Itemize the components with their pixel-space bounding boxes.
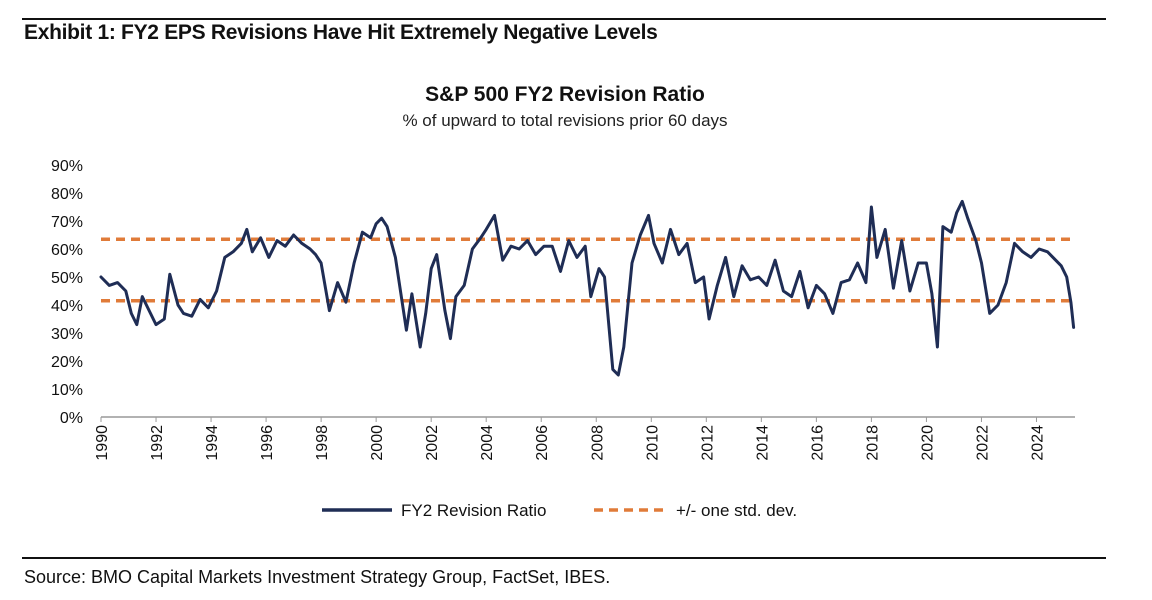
y-tick-label: 30% <box>51 326 83 343</box>
y-axis: 0% 10% 20% 30% 40% 50% 60% 70% 80% 90% <box>51 158 83 427</box>
x-tick-label: 2004 <box>479 425 496 461</box>
x-tick-label: 2016 <box>809 425 826 461</box>
x-tick-label: 2012 <box>699 425 716 461</box>
chart-subtitle: % of upward to total revisions prior 60 … <box>402 111 727 130</box>
y-tick-label: 40% <box>51 298 83 315</box>
y-tick-label: 60% <box>51 242 83 259</box>
x-tick-label: 2018 <box>864 425 881 461</box>
y-tick-label: 80% <box>51 186 83 203</box>
x-tick-label: 2006 <box>534 425 551 461</box>
y-tick-label: 50% <box>51 270 83 287</box>
chart-title: S&P 500 FY2 Revision Ratio <box>425 83 705 106</box>
x-tick-label: 2000 <box>369 425 386 461</box>
x-tick-label: 2008 <box>589 425 606 461</box>
x-tick-label: 1998 <box>314 425 331 461</box>
y-tick-label: 10% <box>51 382 83 399</box>
y-tick-label: 0% <box>60 410 83 427</box>
x-tick-label: 1992 <box>149 425 166 461</box>
x-tick-label: 1994 <box>204 425 221 461</box>
x-axis: 1990 1992 1994 1996 1998 2000 2002 2004 2006 2008… <box>94 416 1075 461</box>
series-line-fy2-revision-ratio <box>99 199 1076 377</box>
x-tick-label: 1990 <box>94 425 111 461</box>
legend: FY2 Revision Ratio +/- one std. dev. <box>322 501 797 520</box>
x-tick-label: 1996 <box>259 425 276 461</box>
x-tick-label: 2020 <box>919 425 936 461</box>
y-tick-label: 90% <box>51 158 83 175</box>
legend-label-fy2-revision-ratio: FY2 Revision Ratio <box>401 501 547 520</box>
top-rule <box>22 18 1106 20</box>
source-note: Source: BMO Capital Markets Investment S… <box>24 567 611 587</box>
x-tick-label: 2024 <box>1029 425 1046 461</box>
x-tick-label: 2010 <box>644 425 661 461</box>
legend-label-std-dev: +/- one std. dev. <box>676 501 797 520</box>
std-dev-bands <box>101 237 1075 303</box>
x-tick-label: 2014 <box>754 425 771 461</box>
bottom-rule <box>22 557 1106 559</box>
exhibit-title: Exhibit 1: FY2 EPS Revisions Have Hit Ex… <box>24 21 658 44</box>
x-tick-label: 2022 <box>974 425 991 461</box>
y-tick-label: 70% <box>51 214 83 231</box>
y-tick-label: 20% <box>51 354 83 371</box>
x-tick-label: 2002 <box>424 425 441 461</box>
